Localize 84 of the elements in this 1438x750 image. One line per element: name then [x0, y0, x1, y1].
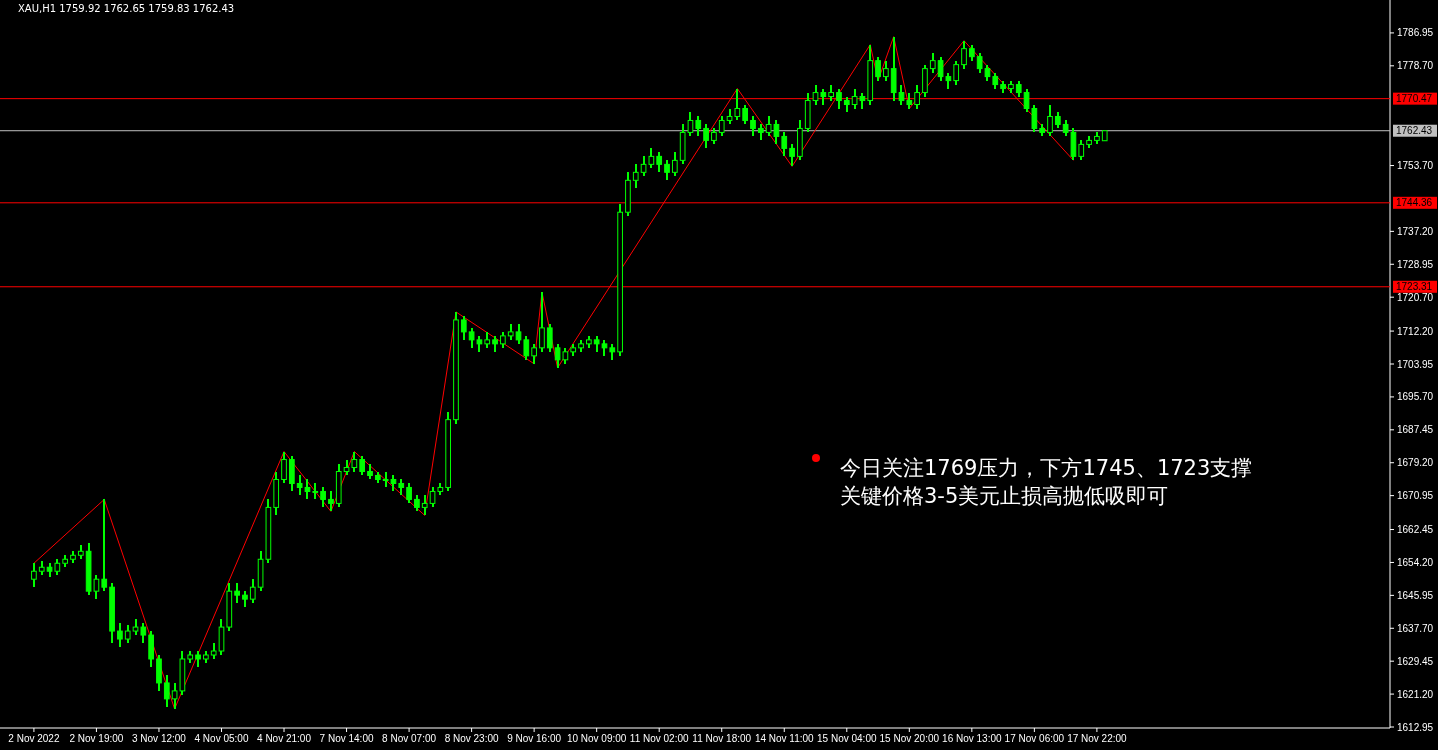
- chart-title: XAU,H1 1759.92 1762.65 1759.83 1762.43: [18, 3, 235, 14]
- candlestick: [781, 131, 788, 158]
- annotation: 关键价格3-5美元止损高抛低吸即可: [840, 484, 1169, 508]
- candlestick: [875, 55, 881, 82]
- candlestick: [163, 673, 170, 708]
- candlestick: [148, 630, 154, 668]
- candlestick: [328, 490, 334, 513]
- candlestick: [546, 322, 553, 353]
- y-tick-label: 1728.95: [1397, 258, 1434, 270]
- candlestick: [703, 123, 709, 150]
- y-tick-label: 1662.45: [1397, 524, 1434, 536]
- candlestick: [320, 486, 326, 509]
- candlestick: [101, 498, 108, 593]
- ref-line-label: 1770.47: [1396, 93, 1433, 105]
- candlestick: [922, 63, 928, 98]
- ref-line-label: 1744.36: [1396, 197, 1433, 209]
- candlestick: [460, 314, 467, 341]
- y-tick-label: 1637.70: [1397, 622, 1434, 634]
- candlestick: [695, 115, 702, 138]
- x-tick-label: 10 Nov 09:00: [566, 733, 627, 744]
- candlestick: [281, 450, 287, 485]
- y-tick-label: 1753.70: [1397, 160, 1434, 172]
- x-tick-label: 8 Nov 23:00: [444, 733, 499, 744]
- candlestick: [671, 151, 678, 178]
- x-tick-label: 4 Nov 21:00: [257, 733, 312, 744]
- ref-line-label: 1723.31: [1396, 281, 1433, 293]
- x-tick-label: 15 Nov 04:00: [817, 733, 877, 744]
- candlestick: [961, 39, 967, 70]
- x-tick-label: 15 Nov 20:00: [879, 733, 940, 744]
- x-tick-label: 17 Nov 06:00: [1004, 733, 1065, 744]
- candlestick: [1047, 103, 1053, 138]
- candlestick: [421, 494, 428, 517]
- y-tick-label: 1654.20: [1397, 556, 1434, 568]
- candlestick: [288, 454, 295, 493]
- x-tick-label: 14 Nov 11:00: [754, 733, 815, 744]
- x-tick-label: 4 Nov 05:00: [194, 733, 249, 744]
- x-tick-label: 11 Nov 02:00: [629, 733, 689, 744]
- y-tick-label: 1621.20: [1397, 688, 1434, 700]
- y-tick-label: 1720.70: [1397, 291, 1434, 303]
- candlestick: [531, 342, 537, 365]
- candlestick: [31, 562, 37, 589]
- candlestick: [1078, 139, 1085, 162]
- y-tick-label: 1679.20: [1397, 457, 1434, 469]
- candlestick: [117, 622, 123, 649]
- candlestick: [156, 654, 162, 692]
- y-tick-label: 1612.95: [1397, 721, 1434, 733]
- x-tick-label: 11 Nov 18:00: [692, 733, 752, 744]
- y-tick-label: 1703.95: [1397, 358, 1434, 370]
- candlestick: [539, 291, 545, 353]
- y-tick-label: 1645.95: [1397, 589, 1434, 601]
- x-tick-label: 8 Nov 07:00: [382, 733, 437, 744]
- x-tick-label: 2 Nov 19:00: [69, 733, 124, 744]
- candlestick: [718, 115, 725, 138]
- ref-line-label: 1762.43: [1396, 125, 1433, 137]
- x-tick-label: 17 Nov 22:00: [1067, 733, 1128, 744]
- candlestick: [929, 51, 936, 74]
- x-tick-label: 2 Nov 2022: [8, 733, 60, 744]
- candlestick: [632, 163, 639, 190]
- annotation: 今日关注1769压力，下方1745、1723支撑: [840, 456, 1253, 480]
- candlestick: [249, 578, 256, 605]
- x-tick-label: 7 Nov 14:00: [319, 733, 374, 744]
- x-tick-label: 3 Nov 12:00: [132, 733, 187, 744]
- y-tick-label: 1737.20: [1397, 225, 1434, 237]
- candlestick: [359, 454, 366, 477]
- candlestick: [406, 482, 412, 505]
- x-tick-label: 9 Nov 16:00: [507, 733, 562, 744]
- y-tick-label: 1778.70: [1397, 60, 1434, 72]
- y-tick-label: 1629.45: [1397, 655, 1434, 667]
- candlestick: [656, 151, 663, 174]
- candlestick: [750, 115, 756, 138]
- candlestick: [836, 87, 842, 110]
- candlestick: [664, 159, 670, 182]
- candlestick: [953, 59, 960, 86]
- candlestick: [914, 83, 920, 110]
- candlestick: [883, 59, 889, 82]
- candlestick: [742, 103, 749, 126]
- y-tick-label: 1695.70: [1397, 391, 1434, 403]
- y-tick-label: 1786.95: [1397, 27, 1434, 39]
- x-tick-label: 16 Nov 13:00: [942, 733, 1003, 744]
- candlestick: [789, 143, 795, 168]
- candlestick: [234, 582, 240, 605]
- y-tick-label: 1687.45: [1397, 424, 1434, 436]
- y-tick-label: 1712.20: [1397, 325, 1434, 337]
- y-tick-label: 1670.95: [1397, 490, 1434, 502]
